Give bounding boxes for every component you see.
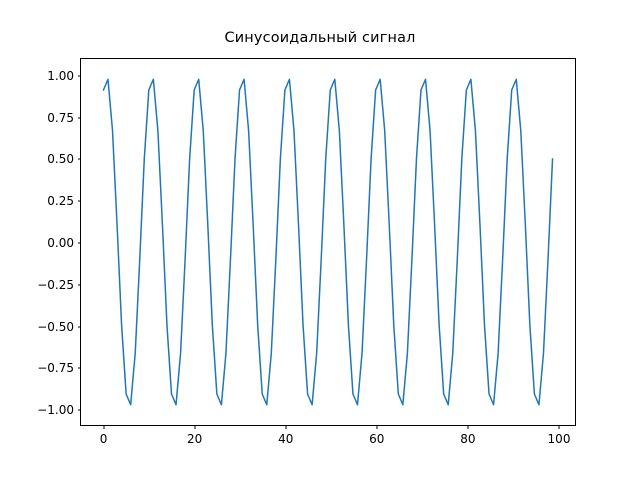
- sine-wave-line: [81, 59, 575, 425]
- y-tick-label: −0.75: [37, 361, 74, 376]
- y-tick-mark: [77, 117, 81, 119]
- y-tick-label: 0.00: [47, 236, 74, 250]
- x-tick-label: 0: [99, 432, 108, 446]
- x-tick-mark: [103, 425, 105, 429]
- y-tick-label: 0.75: [47, 110, 74, 125]
- y-tick-mark: [77, 409, 81, 411]
- y-tick-label: 0.50: [47, 152, 74, 167]
- y-tick-mark: [77, 284, 81, 286]
- y-tick-mark: [77, 158, 81, 160]
- y-tick-mark: [77, 367, 81, 369]
- x-tick-label: 20: [186, 432, 203, 446]
- x-tick-label: 60: [369, 432, 385, 446]
- y-tick-mark: [77, 242, 81, 244]
- chart-title: Синусоидальный сигнал: [224, 30, 416, 46]
- y-tick-mark: [77, 75, 81, 77]
- y-tick-label: 1.00: [47, 68, 74, 83]
- x-tick-mark: [376, 425, 378, 429]
- x-tick-label: 100: [547, 432, 571, 446]
- x-tick-label: 40: [278, 432, 294, 446]
- x-tick-mark: [285, 425, 287, 429]
- y-tick-mark: [77, 326, 81, 328]
- y-tick-mark: [77, 200, 81, 202]
- x-tick-mark: [194, 425, 196, 429]
- x-tick-label: 80: [460, 432, 476, 446]
- x-tick-mark: [467, 425, 469, 429]
- y-tick-label: −0.50: [37, 319, 74, 334]
- x-tick-mark: [558, 425, 560, 429]
- y-tick-label: 0.25: [47, 194, 74, 209]
- y-tick-label: −1.00: [37, 403, 74, 418]
- y-tick-label: −0.25: [37, 277, 74, 292]
- plot-axes: −1.00 −0.75 −0.50 −0.25 0.00 0.25 0.50 0.75 1.00…: [37, 58, 576, 446]
